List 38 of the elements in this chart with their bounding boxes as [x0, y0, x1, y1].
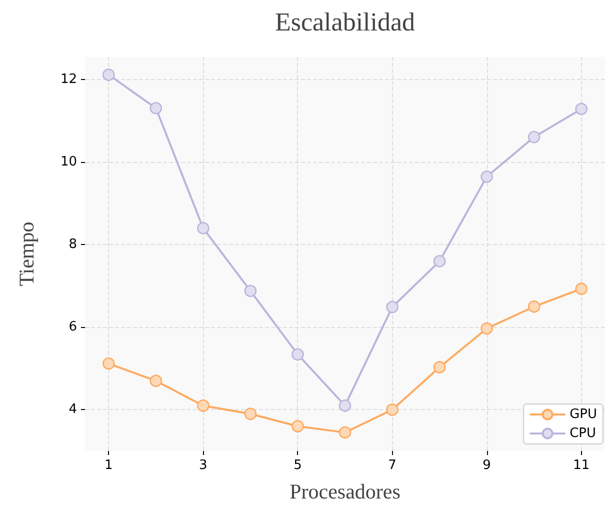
point	[292, 348, 304, 361]
legend-label: CPU	[570, 426, 596, 441]
y-tick-label: 8	[68, 237, 77, 252]
y-axis-title: Tiempo	[14, 222, 38, 286]
y-tick-label: 12	[60, 72, 77, 88]
x-axis-title: Procesadores	[290, 480, 400, 504]
point	[433, 255, 446, 268]
x-tick-label: 9	[482, 458, 491, 473]
point	[338, 426, 352, 439]
point	[244, 284, 257, 298]
point	[575, 102, 588, 116]
point	[150, 102, 162, 114]
x-tick-label: 11	[573, 458, 590, 473]
point	[102, 357, 115, 370]
point	[528, 300, 540, 313]
y-tick-label: 10	[60, 154, 77, 170]
y-tick-label: 4	[68, 402, 77, 418]
point	[338, 399, 352, 412]
legend-label: GPU	[570, 407, 598, 422]
point	[433, 361, 446, 374]
point	[197, 399, 210, 412]
x-tick-label: 5	[294, 458, 302, 473]
point	[386, 404, 398, 416]
point	[480, 170, 493, 183]
point	[150, 374, 162, 388]
chart-title: Escalabilidad	[274, 8, 416, 36]
point	[292, 420, 304, 432]
point	[244, 408, 257, 420]
y-tick-label: 6	[68, 320, 77, 335]
x-tick-label: 7	[388, 458, 396, 473]
x-tick-label: 1	[104, 458, 113, 473]
point	[386, 300, 398, 314]
point	[528, 130, 540, 144]
x-tick-label: 3	[199, 458, 208, 473]
point	[197, 222, 210, 234]
point	[480, 322, 493, 335]
point	[575, 282, 588, 296]
point	[102, 68, 115, 81]
